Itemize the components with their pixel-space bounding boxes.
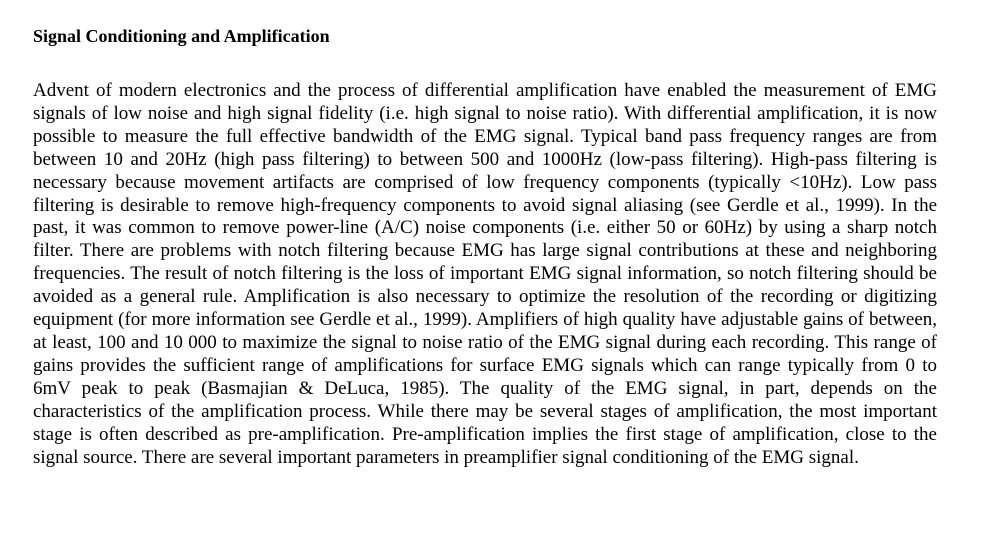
body-paragraph: Advent of modern electronics and the pro… [33, 80, 937, 468]
section-heading: Signal Conditioning and Amplification [33, 26, 330, 46]
document-page: Signal Conditioning and Amplification Ad… [33, 24, 937, 469]
